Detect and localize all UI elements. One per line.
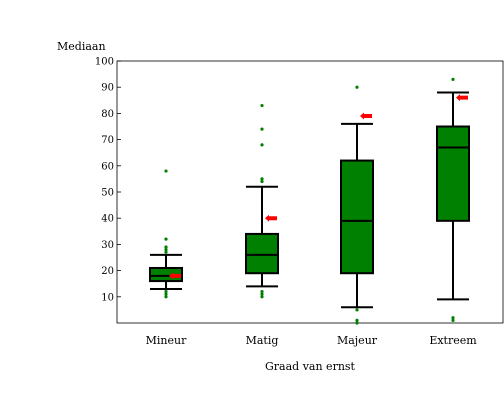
outlier-point bbox=[260, 289, 264, 294]
outlier-point bbox=[260, 127, 264, 131]
outlier-point bbox=[451, 77, 455, 81]
outlier-point bbox=[355, 318, 359, 322]
y-tick-label: 10 bbox=[101, 292, 114, 303]
box-iqr bbox=[436, 125, 470, 222]
box-group-matig bbox=[245, 103, 279, 299]
outlier-point bbox=[355, 321, 359, 325]
box-series bbox=[149, 77, 470, 325]
outlier-point bbox=[164, 250, 168, 254]
y-tick-label: 100 bbox=[95, 57, 114, 68]
x-axis-title: Graad van ernst bbox=[265, 360, 356, 373]
outlier-point bbox=[260, 177, 264, 181]
outlier-point bbox=[164, 295, 168, 299]
outlier-point bbox=[164, 237, 168, 241]
y-tick-label: 60 bbox=[101, 161, 114, 172]
outlier-point bbox=[451, 316, 455, 320]
outlier-point bbox=[355, 308, 359, 312]
y-tick-label: 50 bbox=[101, 188, 114, 199]
box-group-mineur bbox=[149, 169, 183, 299]
outlier-point bbox=[260, 179, 264, 184]
y-axis-ticks: 10 20 30 40 50 60 70 80 90 100 bbox=[95, 57, 121, 303]
y-tick-label: 20 bbox=[101, 266, 114, 277]
y-tick-label: 80 bbox=[101, 109, 114, 120]
outlier-point bbox=[260, 295, 264, 299]
y-tick-label: 30 bbox=[101, 240, 114, 251]
x-category-label: Extreem bbox=[429, 334, 477, 347]
x-category-label: Matig bbox=[246, 334, 279, 347]
outlier-point bbox=[355, 85, 359, 89]
y-tick-label: 40 bbox=[101, 214, 114, 225]
outlier-point bbox=[164, 292, 168, 296]
outlier-point bbox=[164, 289, 168, 294]
box-group-extreem bbox=[436, 77, 470, 322]
y-tick-label: 70 bbox=[101, 135, 114, 146]
outlier-point bbox=[164, 245, 168, 249]
outlier-point bbox=[260, 292, 264, 296]
mean-marker bbox=[456, 94, 468, 102]
box-iqr bbox=[340, 159, 374, 275]
mean-marker bbox=[169, 272, 181, 280]
mean-marker bbox=[360, 112, 372, 120]
outlier-point bbox=[451, 318, 455, 322]
y-tick-label: 90 bbox=[101, 83, 114, 94]
y-axis-title: Mediaan bbox=[57, 40, 106, 53]
outlier-point bbox=[260, 103, 264, 108]
x-category-label: Majeur bbox=[337, 334, 378, 347]
mean-marker bbox=[265, 214, 277, 222]
outlier-point bbox=[164, 169, 168, 173]
box-iqr bbox=[245, 232, 279, 275]
x-category-label: Mineur bbox=[146, 334, 187, 347]
x-axis-category-labels: Mineur Matig Majeur Extreem bbox=[146, 334, 478, 347]
outlier-point bbox=[260, 143, 264, 147]
outlier-point bbox=[164, 248, 168, 252]
box-group-majeur bbox=[340, 85, 374, 325]
